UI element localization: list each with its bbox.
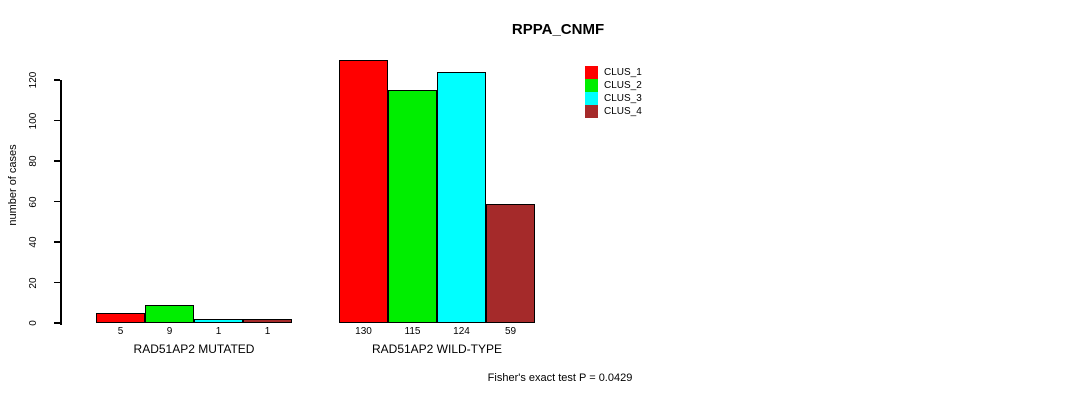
bar-clus_3-group1 — [194, 319, 243, 323]
y-tick-label: 120 — [28, 71, 39, 89]
chart-title: RPPA_CNMF — [511, 21, 605, 38]
y-axis-line — [60, 80, 62, 325]
bar-clus_1-group2 — [339, 59, 388, 323]
y-axis-tick — [54, 200, 60, 203]
bar-clus_4-group2 — [486, 203, 535, 323]
legend-swatch-clus_1 — [585, 66, 598, 79]
bar-value-label: 5 — [117, 326, 124, 337]
bar-value-label: 1 — [264, 326, 271, 337]
bar-value-label: 115 — [404, 326, 421, 337]
y-tick-label: 40 — [28, 236, 39, 248]
bar-value-label: 124 — [453, 326, 470, 337]
bar-value-label: 9 — [166, 326, 173, 337]
bar-value-label: 59 — [504, 326, 517, 337]
y-axis-tick — [54, 119, 60, 122]
legend-label: CLUS_1 — [604, 67, 642, 78]
bar-clus_1-group1 — [96, 312, 145, 323]
y-tick-label: 80 — [28, 155, 39, 167]
legend-swatch-clus_2 — [585, 79, 598, 92]
fisher-test-annotation: Fisher's exact test P = 0.0429 — [487, 372, 633, 384]
y-tick-label: 20 — [28, 276, 39, 289]
legend-swatch-clus_4 — [585, 105, 598, 118]
y-tick-label: 60 — [28, 195, 39, 208]
y-axis-tick — [54, 241, 60, 243]
y-axis-tick — [54, 281, 60, 284]
legend-label: CLUS_2 — [604, 80, 642, 91]
bar-clus_2-group1 — [145, 304, 194, 323]
bar-value-label: 130 — [355, 326, 372, 337]
bar-clus_3-group2 — [437, 71, 486, 323]
y-tick-label: 100 — [28, 112, 39, 129]
bar-value-label: 1 — [215, 326, 222, 337]
y-axis-tick — [54, 160, 60, 162]
y-axis-tick — [54, 322, 60, 324]
x-category-label: RAD51AP2 MUTATED — [133, 342, 255, 356]
x-category-label: RAD51AP2 WILD-TYPE — [371, 342, 503, 356]
legend-label: CLUS_3 — [604, 93, 642, 104]
legend-label: CLUS_4 — [604, 106, 642, 117]
bar-clus_4-group1 — [243, 319, 292, 323]
y-axis-tick — [54, 79, 60, 81]
legend-swatch-clus_3 — [585, 92, 598, 105]
y-tick-label: 0 — [28, 320, 39, 326]
bar-clus_2-group2 — [388, 90, 437, 323]
